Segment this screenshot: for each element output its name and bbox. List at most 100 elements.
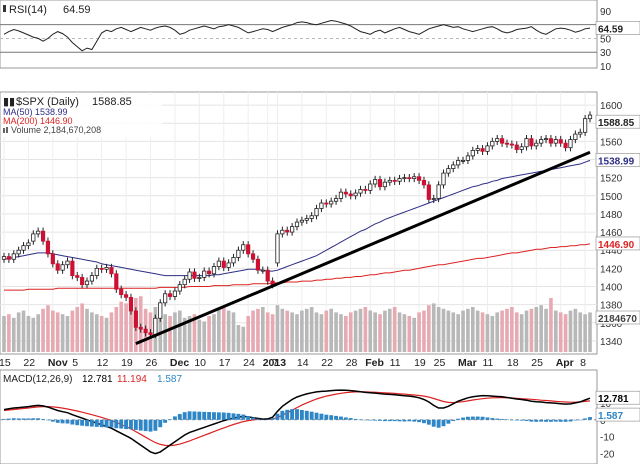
macd-hist-bar [216, 412, 221, 420]
candle-body [568, 139, 573, 149]
volume-tag-box [595, 310, 640, 325]
volume-bar [378, 314, 382, 352]
volume-bar [544, 308, 548, 352]
macd-hist-tag-box [595, 407, 640, 422]
macd-hist-bar [226, 412, 231, 420]
volume-bar [129, 299, 133, 352]
volume-bar [60, 314, 65, 352]
macd-hist-bar [11, 418, 16, 420]
macd-hist-bar [172, 416, 177, 420]
volume-bar [99, 316, 104, 352]
volume-bar [119, 301, 124, 352]
volume-bar [348, 312, 353, 352]
macd-hist-bar [456, 418, 461, 420]
volume-bar [217, 308, 221, 352]
macd-hist-bar [70, 419, 75, 425]
candle-body [504, 142, 510, 145]
volume-bar [202, 321, 207, 352]
x-tick-10: 10 [194, 357, 206, 369]
candle-body [236, 249, 241, 258]
volume-bar [588, 312, 592, 352]
price-tag: 1588.85 [598, 118, 635, 129]
macd-hist-bar [436, 419, 441, 428]
macd-histogram [2, 409, 592, 432]
macd-hist-bar [2, 418, 6, 420]
macd-hist-bar [75, 419, 80, 426]
candle-body [377, 179, 383, 188]
volume-bar [427, 305, 431, 352]
volume-bar [124, 303, 128, 352]
candle-body [456, 160, 461, 166]
candle-body [338, 191, 344, 199]
volume-bar [16, 312, 21, 352]
macd-hist-bar [309, 411, 314, 420]
volume-bar [373, 312, 377, 352]
price-tick-1520: 1520 [600, 174, 623, 185]
volume-bar [431, 303, 436, 352]
candle-body [304, 218, 309, 221]
volume-bar [490, 316, 495, 352]
volume-bar [207, 316, 211, 352]
macd-hist-bar [519, 419, 524, 421]
candle-body [163, 293, 168, 304]
candle-body [138, 326, 143, 330]
volume-bar [397, 312, 402, 352]
candle-body [319, 202, 324, 209]
candle-body [343, 191, 348, 195]
macd-signal-line [3, 391, 591, 447]
volume-bar [256, 308, 260, 352]
x-tick-14: 14 [297, 357, 309, 369]
candle-body [31, 233, 36, 242]
macd-hist-bar [509, 419, 514, 421]
volume-bar [353, 310, 358, 352]
x-tick-25: 25 [434, 357, 446, 369]
macd-hist-bar [563, 419, 568, 422]
macd-hist-bar [446, 419, 451, 424]
ma200-tag-box [595, 236, 640, 251]
volume-bar [436, 307, 441, 352]
macd-hist-bar [334, 415, 339, 420]
candle-body [539, 139, 544, 144]
macd-hist-bar [407, 419, 412, 422]
volume-bar [568, 310, 573, 352]
volume-bar [480, 312, 485, 352]
rsi-tag: 64.59 [598, 24, 623, 35]
macd-hist-bar [99, 419, 104, 428]
macd-hist-bar [348, 418, 353, 420]
macd-hist-bar [104, 419, 109, 428]
macd-hist-bar [133, 419, 138, 430]
macd-hist-bar [187, 411, 192, 420]
macd-hist-bar [231, 413, 236, 420]
macd-hist-bar [50, 419, 55, 422]
x-tick-26: 26 [146, 357, 158, 369]
volume-bar [275, 305, 280, 352]
price-tick-1560: 1560 [600, 137, 623, 148]
macd-hist-bar [114, 419, 119, 429]
volume-bar [514, 312, 519, 352]
macd-hist-bar [241, 414, 246, 420]
ma50-line [3, 159, 591, 277]
volume-bar [329, 308, 333, 352]
macd-hist-bar [21, 418, 26, 420]
macd-hist-bar [573, 419, 578, 421]
candle-body [441, 172, 446, 186]
volume-bar [412, 317, 417, 352]
candle-body [216, 260, 221, 267]
x-tick-22: 22 [23, 357, 35, 369]
macd-hist-bar [85, 419, 89, 427]
macd-hist-bar [485, 417, 490, 420]
volume-bar [519, 314, 524, 352]
candle-body [255, 258, 261, 271]
volume-bar [368, 310, 373, 352]
candle-body [314, 208, 319, 217]
candle-body [543, 138, 549, 141]
candle-body [436, 184, 441, 199]
macd-hist-bar [192, 411, 197, 420]
candle-body [197, 277, 202, 279]
candle-body [514, 144, 519, 150]
candle-body [104, 267, 109, 270]
candle-body [75, 275, 80, 278]
volume-bar [75, 307, 80, 352]
volume-bar [392, 307, 397, 352]
